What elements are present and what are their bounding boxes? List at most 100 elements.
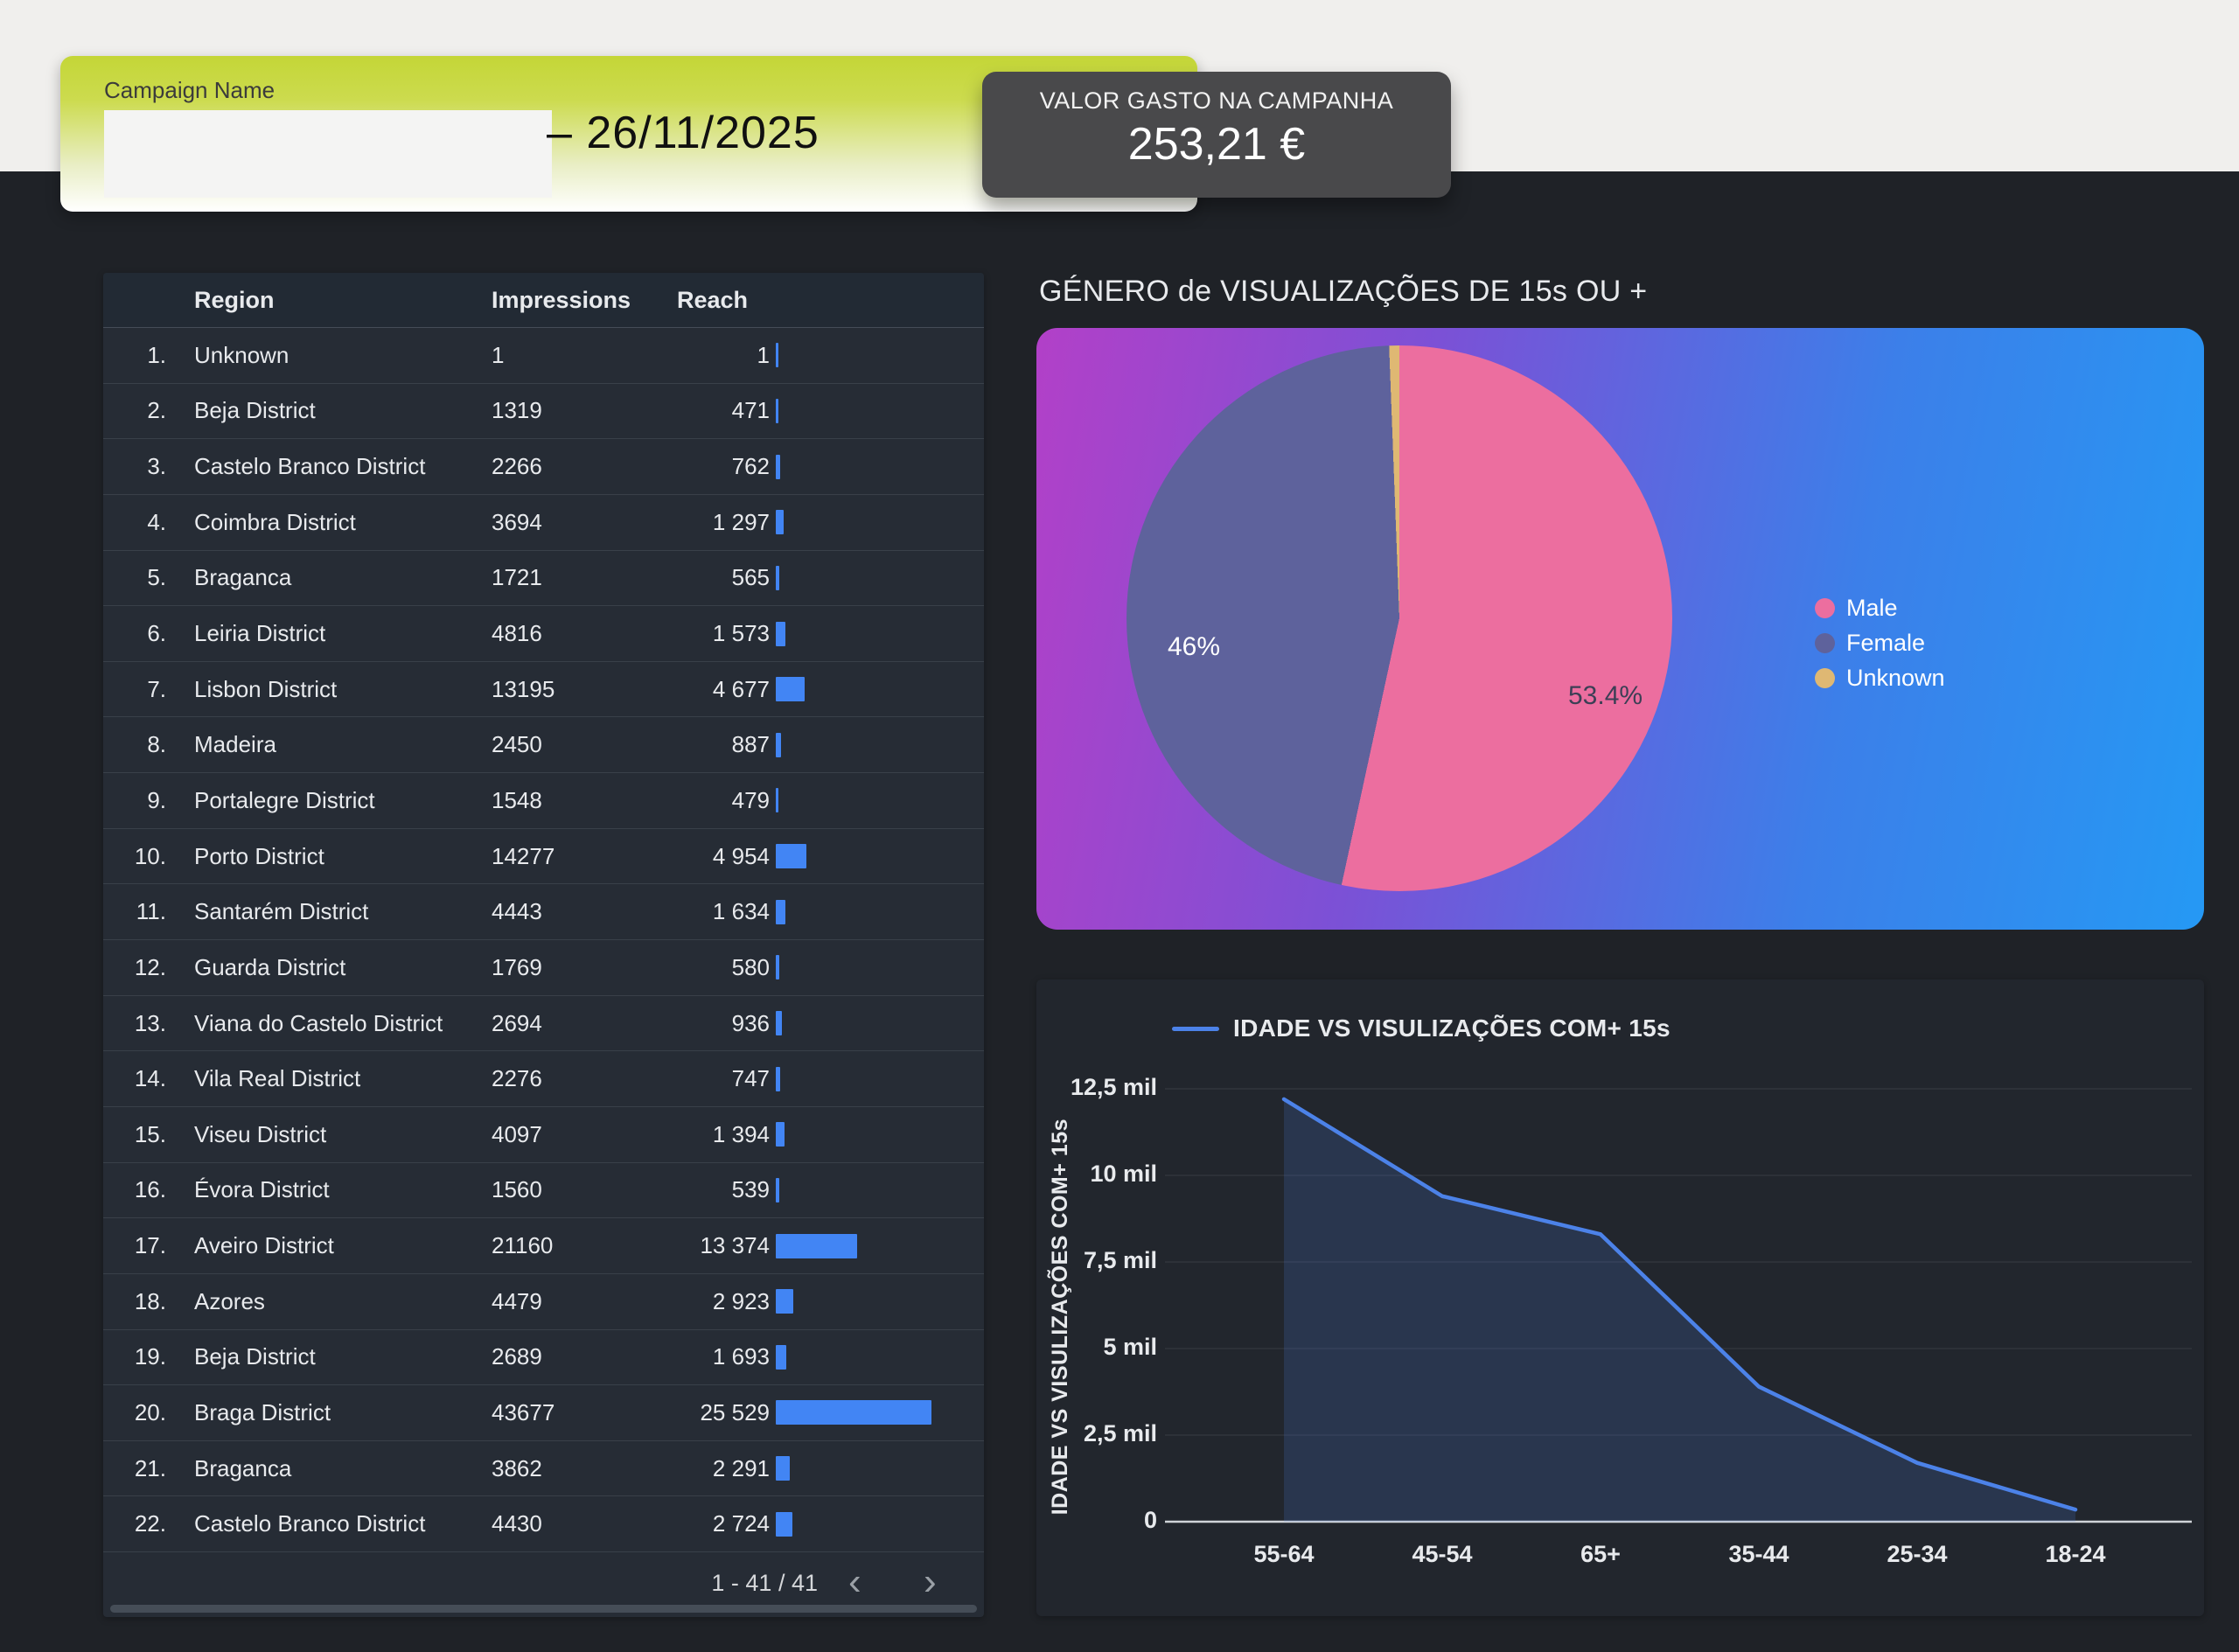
- table-row: 4. Coimbra District 3694 1 297: [103, 493, 984, 550]
- reach-bar: [776, 1122, 785, 1147]
- legend-item-female[interactable]: Female: [1815, 625, 1945, 660]
- row-reach-cell: 1 394: [659, 1121, 984, 1148]
- row-index: 10.: [134, 842, 166, 869]
- gender-pie-chart[interactable]: [1126, 345, 1672, 891]
- row-impressions: 13195: [492, 675, 555, 702]
- reach-bar: [776, 1011, 782, 1035]
- reach-bar: [776, 1511, 792, 1537]
- row-region: Braganca: [194, 1454, 292, 1481]
- table-row: 1. Unknown 1 1: [103, 328, 984, 383]
- legend-dot-icon: [1815, 597, 1835, 618]
- col-region-header[interactable]: Region: [194, 286, 275, 313]
- row-index: 9.: [147, 786, 166, 813]
- spend-badge-value: 253,21 €: [1127, 119, 1306, 170]
- row-index: 6.: [147, 620, 166, 647]
- row-index: 4.: [147, 508, 166, 535]
- campaign-name-label: Campaign Name: [104, 77, 276, 103]
- row-index: 20.: [134, 1398, 166, 1425]
- table-horizontal-scrollbar[interactable]: [110, 1605, 977, 1613]
- row-impressions: 43677: [492, 1398, 555, 1425]
- reach-bar: [776, 955, 779, 980]
- row-index: 17.: [134, 1232, 166, 1259]
- legend-dot-icon: [1815, 667, 1835, 688]
- row-reach-cell: 747: [659, 1065, 984, 1092]
- row-region: Unknown: [194, 341, 289, 368]
- row-impressions: 2694: [492, 1009, 542, 1036]
- row-reach-value: 1 297: [712, 508, 770, 535]
- col-impressions-header[interactable]: Impressions: [492, 286, 631, 313]
- row-reach-cell: 565: [659, 564, 984, 591]
- col-reach-header[interactable]: Reach: [677, 286, 749, 313]
- reach-bar: [776, 844, 806, 869]
- row-region: Viseu District: [194, 1120, 327, 1147]
- row-reach-cell: 1: [659, 342, 984, 369]
- table-row: 14. Vila Real District 2276 747: [103, 1050, 984, 1106]
- legend-item-male[interactable]: Male: [1815, 590, 1945, 625]
- row-impressions: 2276: [492, 1065, 542, 1092]
- row-region: Leiria District: [194, 620, 326, 647]
- row-reach-value: 1: [757, 341, 770, 368]
- row-index: 8.: [147, 731, 166, 758]
- row-reach-value: 13 374: [700, 1232, 770, 1259]
- row-region: Vila Real District: [194, 1065, 361, 1092]
- row-reach-value: 539: [731, 1176, 770, 1203]
- reach-bar: [776, 510, 784, 535]
- table-header-row: Region Impressions Reach: [103, 273, 984, 328]
- row-reach-cell: 887: [659, 731, 984, 758]
- previous-page-icon[interactable]: ‹: [848, 1560, 861, 1603]
- row-reach-value: 747: [731, 1065, 770, 1092]
- x-tick-label: 45-54: [1412, 1541, 1473, 1567]
- row-index: 7.: [147, 675, 166, 702]
- row-impressions: 1769: [492, 953, 542, 980]
- campaign-end-date: – 26/11/2025: [547, 108, 820, 158]
- row-index: 21.: [134, 1454, 166, 1481]
- campaign-name-field[interactable]: [104, 110, 552, 198]
- age-line-chart-card: IDADE VS VISULIZAÇÕES COM+ 15s IDADE VS …: [1036, 979, 2204, 1616]
- table-row: 19. Beja District 2689 1 693: [103, 1328, 984, 1385]
- x-tick-label: 65+: [1580, 1541, 1621, 1567]
- next-page-icon[interactable]: ›: [924, 1560, 937, 1603]
- row-reach-cell: 580: [659, 954, 984, 981]
- row-reach-value: 565: [731, 564, 770, 591]
- row-reach-cell: 13 374: [659, 1232, 984, 1259]
- table-row: 13. Viana do Castelo District 2694 936: [103, 994, 984, 1051]
- y-tick-label: 5 mil: [1103, 1334, 1157, 1360]
- row-index: 12.: [134, 953, 166, 980]
- row-region: Porto District: [194, 842, 324, 869]
- gender-pie-legend: Male Female Unknown: [1815, 590, 1945, 695]
- row-impressions: 1319: [492, 397, 542, 424]
- row-reach-cell: 1 634: [659, 898, 984, 925]
- row-impressions: 1: [492, 341, 505, 368]
- row-reach-value: 2 291: [712, 1454, 770, 1481]
- row-reach-cell: 4 677: [659, 676, 984, 703]
- legend-label: Unknown: [1846, 664, 1945, 691]
- row-region: Santarém District: [194, 898, 369, 925]
- female-slice-label: 46%: [1168, 632, 1221, 661]
- table-row: 17. Aveiro District 21160 13 374: [103, 1217, 984, 1273]
- row-reach-cell: 2 724: [659, 1510, 984, 1537]
- row-reach-value: 2 724: [712, 1510, 770, 1537]
- table-row: 6. Leiria District 4816 1 573: [103, 605, 984, 661]
- row-index: 13.: [134, 1009, 166, 1036]
- table-row: 10. Porto District 14277 4 954: [103, 827, 984, 884]
- y-tick-label: 2,5 mil: [1083, 1420, 1157, 1446]
- row-reach-cell: 936: [659, 1010, 984, 1037]
- row-reach-value: 1 394: [712, 1120, 770, 1147]
- reach-bar: [776, 1456, 790, 1481]
- row-impressions: 4430: [492, 1510, 542, 1537]
- row-region: Braganca: [194, 564, 292, 591]
- table-row: 15. Viseu District 4097 1 394: [103, 1105, 984, 1162]
- row-reach-value: 471: [731, 397, 770, 424]
- legend-item-unknown[interactable]: Unknown: [1815, 660, 1945, 695]
- row-reach-cell: 1 693: [659, 1343, 984, 1370]
- row-reach-cell: 4 954: [659, 843, 984, 870]
- row-region: Beja District: [194, 397, 316, 424]
- age-line-chart-plot[interactable]: [1163, 1067, 2195, 1544]
- row-impressions: 4816: [492, 620, 542, 647]
- row-impressions: 4479: [492, 1287, 542, 1314]
- reach-bar: [776, 1233, 857, 1258]
- reach-bar: [776, 1289, 793, 1314]
- row-index: 15.: [134, 1120, 166, 1147]
- table-row: 7. Lisbon District 13195 4 677: [103, 660, 984, 717]
